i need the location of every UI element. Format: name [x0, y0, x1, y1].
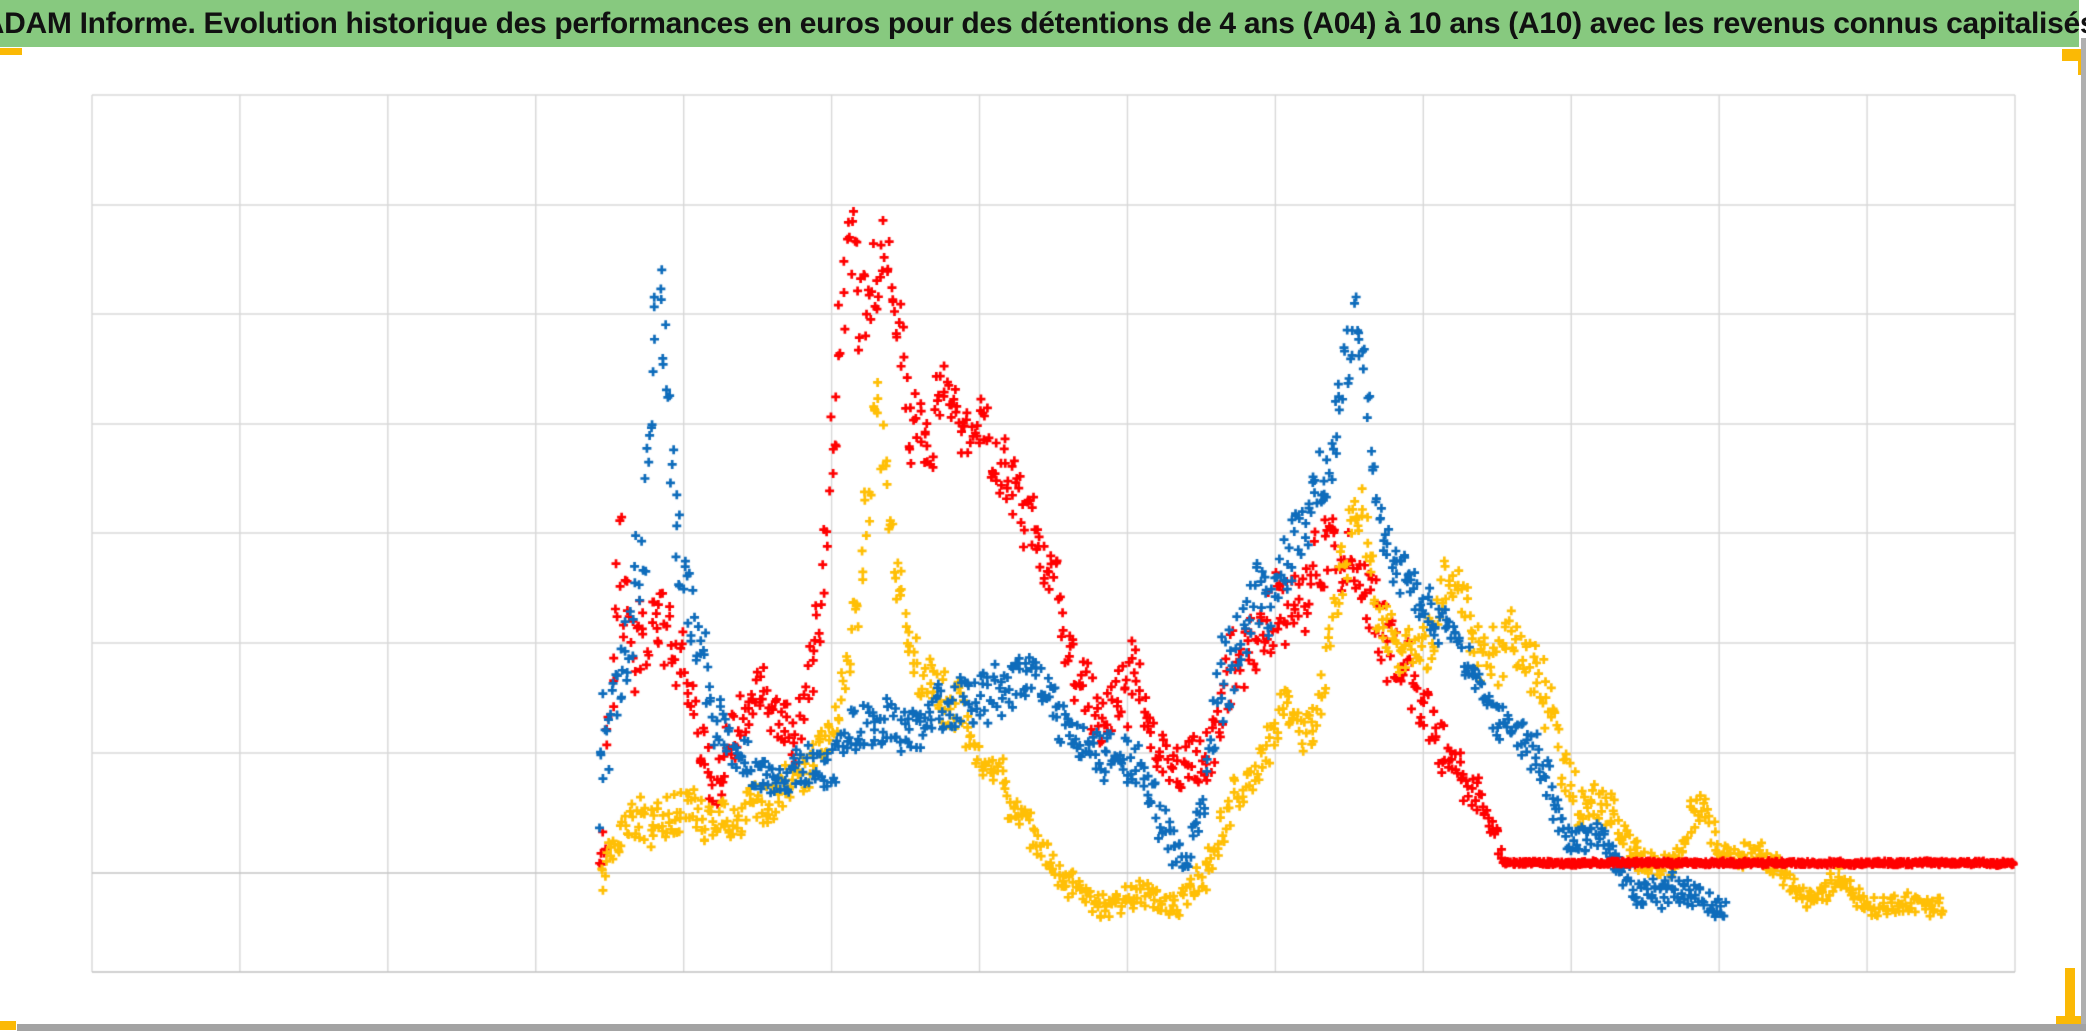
corner-accent-bottom-right-stub [2065, 968, 2075, 1018]
corner-accent-top-left [0, 48, 22, 55]
horizontal-scrollbar[interactable] [17, 1024, 2086, 1031]
chart-title-bar: ADAM Informe. Evolution historique des p… [0, 0, 2086, 47]
vertical-scrollbar[interactable] [2081, 38, 2086, 1024]
chart-title: ADAM Informe. Evolution historique des p… [0, 6, 2086, 40]
corner-accent-bottom-left [0, 1021, 16, 1030]
